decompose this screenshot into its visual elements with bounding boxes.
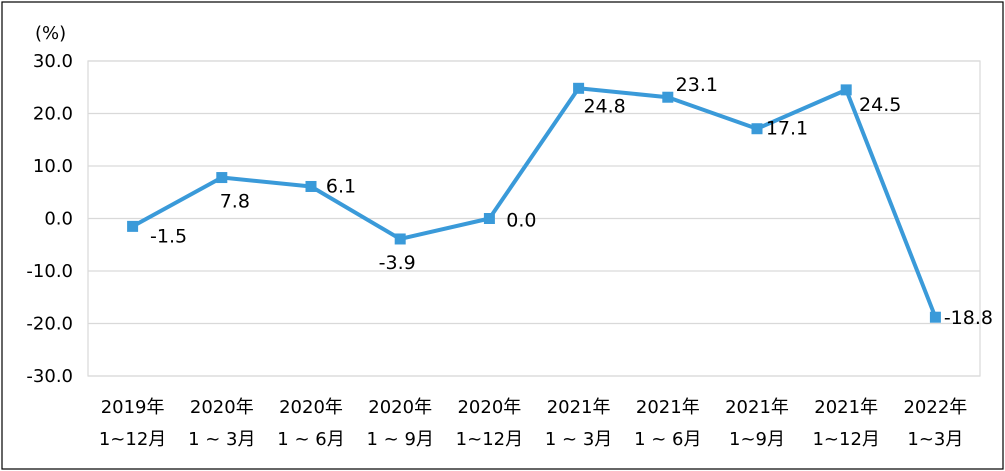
x-axis-category-period: 1 ~ 9月 xyxy=(366,429,433,450)
y-axis-tick-label: -10.0 xyxy=(26,261,73,282)
x-axis-category-period: 1~12月 xyxy=(456,429,523,450)
axis-layer: 30.0 20.0 10.0 0.0 -10.0 -20.0 -30.0 (%) 2019年 1~… xyxy=(26,23,967,450)
data-label: 24.8 xyxy=(583,95,625,117)
y-axis-tick-label: 0.0 xyxy=(44,209,73,230)
x-axis-category-period: 1~12月 xyxy=(812,429,879,450)
x-axis-category-year: 2021年 xyxy=(636,397,700,418)
data-label: 6.1 xyxy=(326,175,356,197)
series-marker xyxy=(662,91,674,103)
data-label: 7.8 xyxy=(220,191,250,213)
series-line xyxy=(130,86,938,320)
series-layer xyxy=(127,82,941,323)
x-axis-category-period: 1~9月 xyxy=(729,429,785,450)
x-axis-category-period: 1 ~ 6月 xyxy=(634,429,701,450)
data-label-layer: -1.5 7.8 6.1 -3.9 0.0 24.8 23.1 17.1 24.5 -18.8 xyxy=(150,74,993,329)
series-marker xyxy=(751,123,763,135)
x-axis-category-year: 2020年 xyxy=(190,397,254,418)
x-axis-category-year: 2020年 xyxy=(457,397,521,418)
series-marker xyxy=(216,172,228,184)
y-axis-tick-label: -30.0 xyxy=(26,366,73,387)
x-axis-category-period: 1~12月 xyxy=(99,429,166,450)
y-axis-tick-label: 20.0 xyxy=(33,104,73,125)
x-axis-category-year: 2021年 xyxy=(814,397,878,418)
x-axis-category-year: 2022年 xyxy=(903,397,967,418)
x-axis-category-year: 2020年 xyxy=(279,397,343,418)
data-label: -3.9 xyxy=(379,252,416,274)
y-axis-tick-label: 10.0 xyxy=(33,156,73,177)
y-axis-tick-label: -20.0 xyxy=(26,314,73,335)
x-axis-category-period: 1 ~ 3月 xyxy=(545,429,612,450)
series-marker xyxy=(483,213,495,224)
x-axis-category-year: 2020年 xyxy=(368,397,432,418)
series-marker xyxy=(305,180,317,192)
series-marker xyxy=(929,311,941,323)
grid-layer xyxy=(88,60,980,377)
x-axis-category-period: 1 ~ 3月 xyxy=(188,429,255,450)
data-label: -1.5 xyxy=(150,225,187,247)
series-marker xyxy=(840,84,852,96)
x-axis-category-period: 1 ~ 6月 xyxy=(277,429,344,450)
y-axis-unit-label: (%) xyxy=(35,23,66,44)
series-marker xyxy=(127,220,139,232)
data-label: 0.0 xyxy=(506,210,536,232)
x-axis-category-period: 1~3月 xyxy=(907,429,963,450)
x-axis-category-year: 2019年 xyxy=(101,397,165,418)
data-label: -18.8 xyxy=(944,307,993,329)
x-axis-category-year: 2021年 xyxy=(725,397,789,418)
y-axis-tick-label: 30.0 xyxy=(33,51,73,72)
series-marker xyxy=(573,82,585,94)
data-label: 24.5 xyxy=(859,94,901,116)
x-axis-category-year: 2021年 xyxy=(547,397,611,418)
series-marker xyxy=(394,233,406,245)
data-label: 17.1 xyxy=(766,118,808,140)
data-label: 23.1 xyxy=(676,74,718,96)
